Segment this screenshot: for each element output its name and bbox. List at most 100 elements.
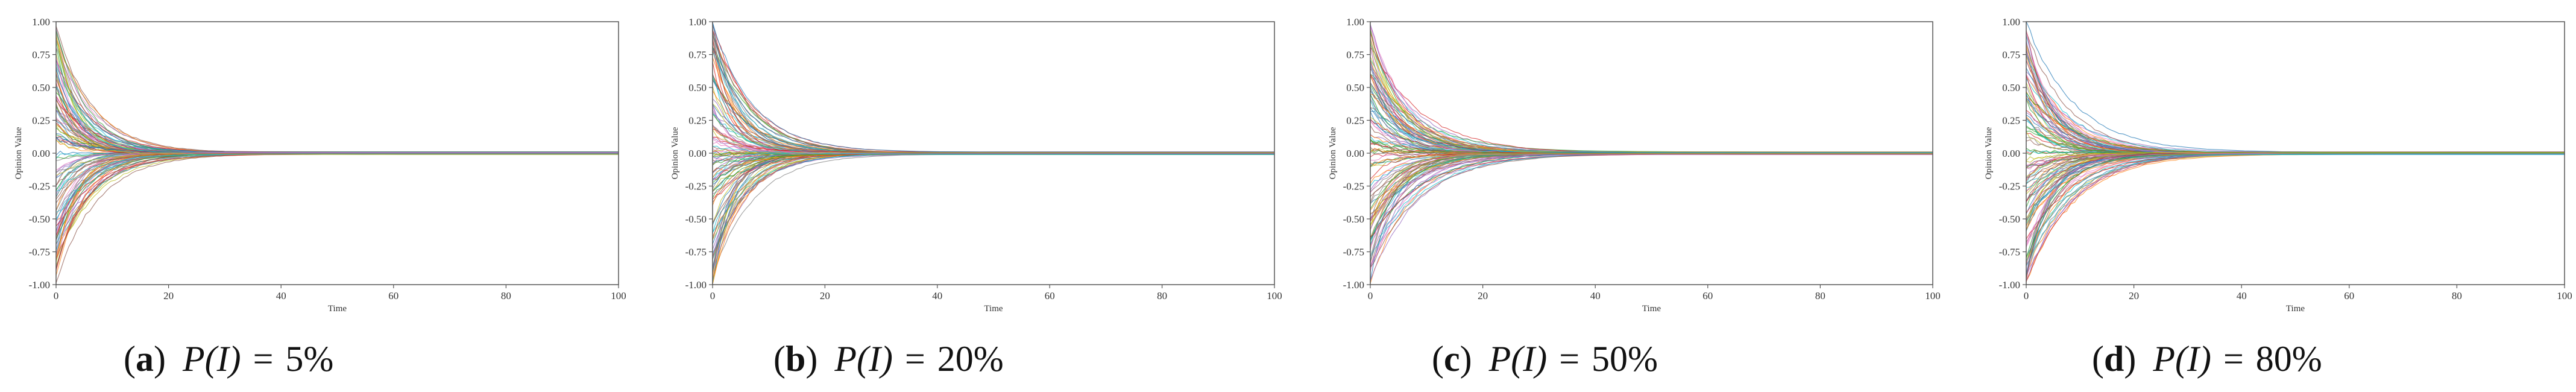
series-line: [2026, 152, 2565, 163]
y-axis-label: Opinion Value: [1984, 127, 1994, 179]
series-line: [2026, 151, 2565, 279]
y-tick-label: 0.50: [1346, 82, 1364, 93]
x-tick-label: 40: [932, 290, 942, 302]
series-line: [2026, 68, 2565, 155]
y-tick-label: 0.00: [2002, 148, 2020, 159]
caption-equals: =: [253, 339, 274, 379]
x-tick-label: 40: [2237, 290, 2247, 302]
x-tick-label: 60: [2344, 290, 2354, 302]
y-tick-label: 1.00: [1346, 16, 1364, 28]
x-tick-label: 60: [388, 290, 398, 302]
y-axis-label: Opinion Value: [670, 127, 680, 179]
x-tick-label: 100: [611, 290, 626, 302]
y-tick-label: 0.00: [32, 148, 50, 159]
panel-caption: (c) P(I) = 50%: [1432, 339, 1658, 379]
y-tick-label: 0.75: [32, 49, 50, 61]
panel-b: 1.00 0.75 0.50 0.25 0.00 -0.25 -0.50 -0.75 -1.00…: [670, 16, 1282, 379]
x-tick-label: 80: [2452, 290, 2462, 302]
panel-caption: (b) P(I) = 20%: [773, 339, 1004, 379]
x-tick-label: 60: [1045, 290, 1055, 302]
y-tick-label: -0.25: [1999, 181, 2020, 192]
caption-open-paren: (: [2092, 339, 2104, 379]
caption-math: P(I): [1488, 339, 1548, 379]
y-tick-label: 0.25: [1346, 115, 1364, 127]
caption-value: 80%: [2256, 339, 2322, 379]
caption-letter: c: [1444, 339, 1460, 379]
caption-close-paren: ): [154, 339, 166, 379]
x-axis-label: Time: [1642, 304, 1661, 314]
x-tick-label: 0: [54, 290, 59, 302]
series-line: [55, 140, 619, 155]
y-tick-label: 0.50: [688, 82, 707, 93]
series-line: [1370, 153, 1933, 227]
caption-letter: d: [2104, 339, 2124, 379]
x-tick-label: 80: [1815, 290, 1825, 302]
y-tick-label: -0.25: [29, 181, 50, 192]
panel-c: 1.00 0.75 0.50 0.25 0.00 -0.25 -0.50 -0.75 -1.00…: [1328, 16, 1941, 379]
caption-math: P(I): [2152, 339, 2211, 379]
series-line: [712, 153, 1274, 180]
y-tick-label: 0.75: [1346, 49, 1364, 61]
series-group: [55, 26, 619, 283]
panel-a: 1.00 0.75 0.50 0.25 0.00 -0.25 -0.50 -0.75 -1.00…: [14, 16, 626, 379]
caption-open-paren: (: [1432, 339, 1444, 379]
x-tick-label: 20: [2129, 290, 2139, 302]
series-line: [55, 153, 619, 192]
x-tick-label: 80: [1157, 290, 1167, 302]
y-tick-label: -0.50: [29, 213, 50, 225]
caption-equals: =: [905, 339, 925, 379]
y-tick-label: 0.75: [2002, 49, 2020, 61]
caption-open-paren: (: [773, 339, 786, 379]
y-tick-label: 0.50: [32, 82, 50, 93]
series-line: [55, 152, 619, 171]
x-tick-label: 40: [1590, 290, 1601, 302]
series-line: [1370, 82, 1933, 153]
x-tick-label: 100: [2557, 290, 2572, 302]
caption-value: 50%: [1592, 339, 1658, 379]
y-tick-label: -0.50: [1999, 213, 2020, 225]
panel-caption: (a) P(I) = 5%: [124, 339, 333, 379]
x-axis-label: Time: [984, 304, 1003, 314]
y-tick-label: 0.00: [1346, 148, 1364, 159]
caption-math: P(I): [182, 339, 241, 379]
y-tick-label: -0.25: [685, 181, 707, 192]
series-line: [1370, 136, 1933, 153]
x-tick-label: 100: [1267, 290, 1282, 302]
y-tick-label: 1.00: [32, 16, 50, 28]
y-tick-label: 0.25: [32, 115, 50, 127]
caption-close-paren: ): [805, 339, 817, 379]
y-axis-label: Opinion Value: [14, 127, 24, 179]
y-tick-label: -1.00: [685, 279, 707, 291]
caption-open-paren: (: [124, 339, 136, 379]
series-line: [2026, 153, 2565, 224]
y-tick-label: 1.00: [2002, 16, 2020, 28]
y-tick-label: -0.50: [1343, 213, 1364, 225]
panel-caption: (d) P(I) = 80%: [2092, 339, 2322, 379]
y-tick-label: -0.75: [1999, 247, 2020, 258]
y-tick-label: 0.50: [2002, 82, 2020, 93]
y-tick-label: 0.75: [688, 49, 707, 61]
x-tick-label: 20: [820, 290, 830, 302]
caption-letter: a: [136, 339, 154, 379]
caption-letter: b: [786, 339, 805, 379]
y-tick-label: -1.00: [29, 279, 50, 291]
y-tick-label: 0.25: [688, 115, 707, 127]
caption-equals: =: [2223, 339, 2244, 379]
y-tick-label: -0.75: [29, 247, 50, 258]
y-tick-label: -1.00: [1999, 279, 2020, 291]
series-group: [2026, 21, 2565, 283]
series-line: [1370, 154, 1933, 267]
x-tick-label: 60: [1702, 290, 1713, 302]
x-axis-label: Time: [2286, 304, 2305, 314]
x-tick-label: 40: [276, 290, 286, 302]
series-group: [712, 22, 1274, 285]
panel-d: 1.00 0.75 0.50 0.25 0.00 -0.25 -0.50 -0.75 -1.00…: [1984, 16, 2572, 379]
x-tick-label: 80: [501, 290, 511, 302]
caption-math: P(I): [834, 339, 893, 379]
y-tick-label: -1.00: [1343, 279, 1364, 291]
x-tick-label: 0: [1368, 290, 1373, 302]
y-tick-label: 0.25: [2002, 115, 2020, 127]
caption-value: 20%: [937, 339, 1004, 379]
y-tick-label: 1.00: [688, 16, 707, 28]
series-line: [55, 73, 619, 153]
